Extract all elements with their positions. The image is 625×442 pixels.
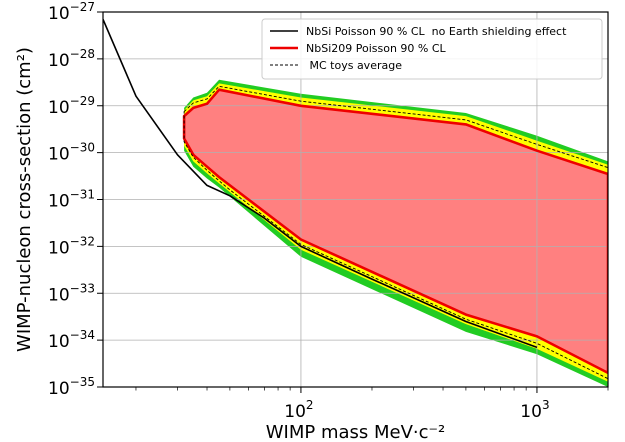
series-line-2 bbox=[183, 85, 608, 380]
y-tick-label-base: 10 bbox=[48, 238, 70, 258]
x-tick-label: 102 bbox=[284, 398, 313, 422]
y-tick-label-exponent: −31 bbox=[70, 188, 95, 202]
x-tick-label-exponent: 3 bbox=[542, 398, 550, 412]
y-tick-label-base: 10 bbox=[48, 285, 70, 305]
y-tick-label: 10−34 bbox=[48, 328, 95, 352]
legend-label-0: NbSi Poisson 90 % CL no Earth shielding … bbox=[306, 25, 567, 38]
legend: NbSi Poisson 90 % CL no Earth shielding … bbox=[261, 18, 603, 80]
y-tick-label-base: 10 bbox=[48, 332, 70, 352]
y-tick-label-exponent: −34 bbox=[70, 328, 95, 342]
y-tick-label-base: 10 bbox=[48, 379, 70, 399]
series-line-0 bbox=[103, 18, 538, 349]
y-tick-label: 10−28 bbox=[48, 47, 95, 71]
y-tick-label-exponent: −27 bbox=[70, 0, 95, 14]
y-tick-label: 10−35 bbox=[48, 375, 95, 399]
legend-label-1: NbSi209 Poisson 90 % CL bbox=[306, 42, 447, 55]
limit-curves bbox=[103, 18, 608, 380]
x-tick-label-base: 10 bbox=[284, 402, 306, 422]
series-line-1 bbox=[182, 88, 608, 375]
y-tick-label: 10−32 bbox=[48, 234, 95, 258]
y-tick-label-base: 10 bbox=[48, 192, 70, 212]
x-tick-label-base: 10 bbox=[520, 402, 542, 422]
y-tick-label-exponent: −33 bbox=[70, 281, 95, 295]
x-tick-label: 103 bbox=[520, 398, 549, 422]
y-tick-label-base: 10 bbox=[48, 51, 70, 71]
y-tick-label: 10−31 bbox=[48, 188, 95, 212]
y-tick-label: 10−27 bbox=[48, 0, 95, 24]
y-tick-label-exponent: −29 bbox=[70, 94, 95, 108]
x-axis-label: WIMP mass MeV·c⁻² bbox=[266, 422, 446, 442]
y-tick-label-exponent: −32 bbox=[70, 234, 95, 248]
y-tick-label-base: 10 bbox=[48, 98, 70, 118]
excluded-region bbox=[184, 89, 608, 373]
legend-box bbox=[261, 18, 603, 80]
y-tick-label-base: 10 bbox=[48, 4, 70, 24]
y-tick-label-base: 10 bbox=[48, 145, 70, 165]
y-tick-label: 10−30 bbox=[48, 141, 95, 165]
legend-label-2: MC toys average bbox=[306, 59, 402, 72]
y-tick-label: 10−29 bbox=[48, 94, 95, 118]
y-tick-label-exponent: −30 bbox=[70, 141, 95, 155]
y-axis-label: WIMP-nucleon cross-section (cm²) bbox=[14, 47, 35, 352]
y-tick-label-exponent: −28 bbox=[70, 47, 95, 61]
x-tick-label-exponent: 2 bbox=[306, 398, 314, 412]
y-tick-label: 10−33 bbox=[48, 281, 95, 305]
excluded-fill bbox=[184, 89, 608, 373]
y-tick-label-exponent: −35 bbox=[70, 375, 95, 389]
axis-ticks: 102 10310−3510−3410−3310−3210−3110−3010−2… bbox=[48, 0, 609, 422]
